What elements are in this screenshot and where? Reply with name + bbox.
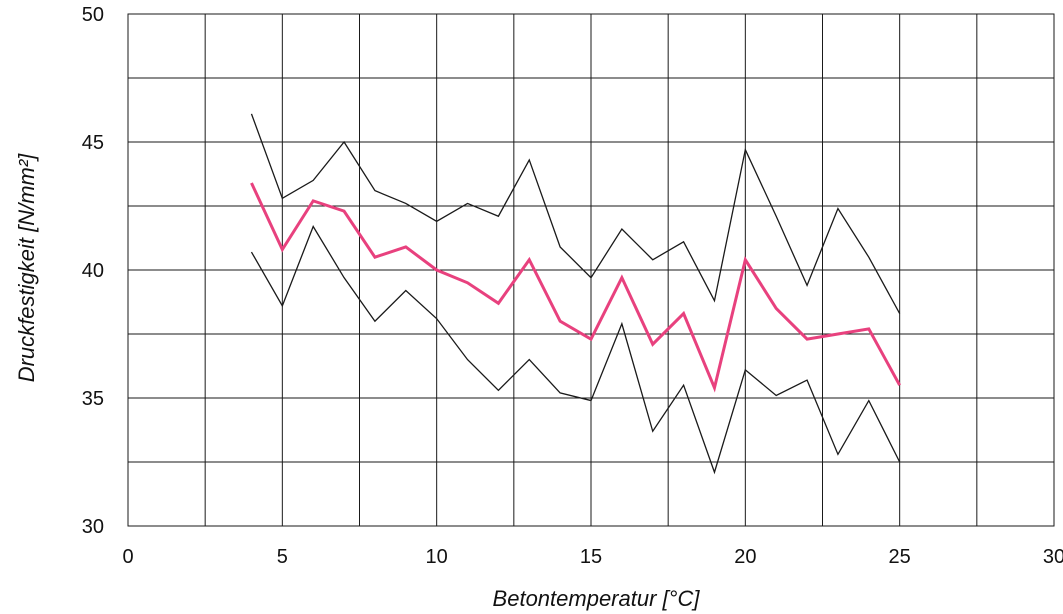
- x-tick-label: 0: [122, 546, 133, 568]
- x-axis-ticks: 0 5 10 15 20 25 30: [122, 546, 1063, 568]
- x-tick-label: 25: [889, 546, 911, 568]
- x-axis-label: Betontemperatur [°C]: [493, 586, 701, 611]
- series-line-mean: [250, 182, 901, 393]
- y-tick-label: 35: [82, 388, 104, 410]
- y-tick-label: 45: [82, 132, 104, 154]
- y-tick-label: 40: [82, 260, 104, 282]
- x-tick-label: 20: [734, 546, 756, 568]
- series-line-upper: [250, 113, 901, 314]
- y-axis-label: Druckfestigkeit [N/mm²]: [14, 153, 39, 382]
- y-tick-label: 30: [82, 516, 104, 538]
- y-axis-ticks: 30 35 40 45 50: [82, 4, 104, 538]
- y-tick-label: 50: [82, 4, 104, 26]
- series-lines: [250, 113, 901, 475]
- x-tick-label: 30: [1043, 546, 1063, 568]
- x-tick-label: 10: [426, 546, 448, 568]
- x-tick-label: 5: [277, 546, 288, 568]
- series-line-lower: [250, 225, 901, 475]
- x-tick-label: 15: [580, 546, 602, 568]
- grid: [127, 13, 1055, 527]
